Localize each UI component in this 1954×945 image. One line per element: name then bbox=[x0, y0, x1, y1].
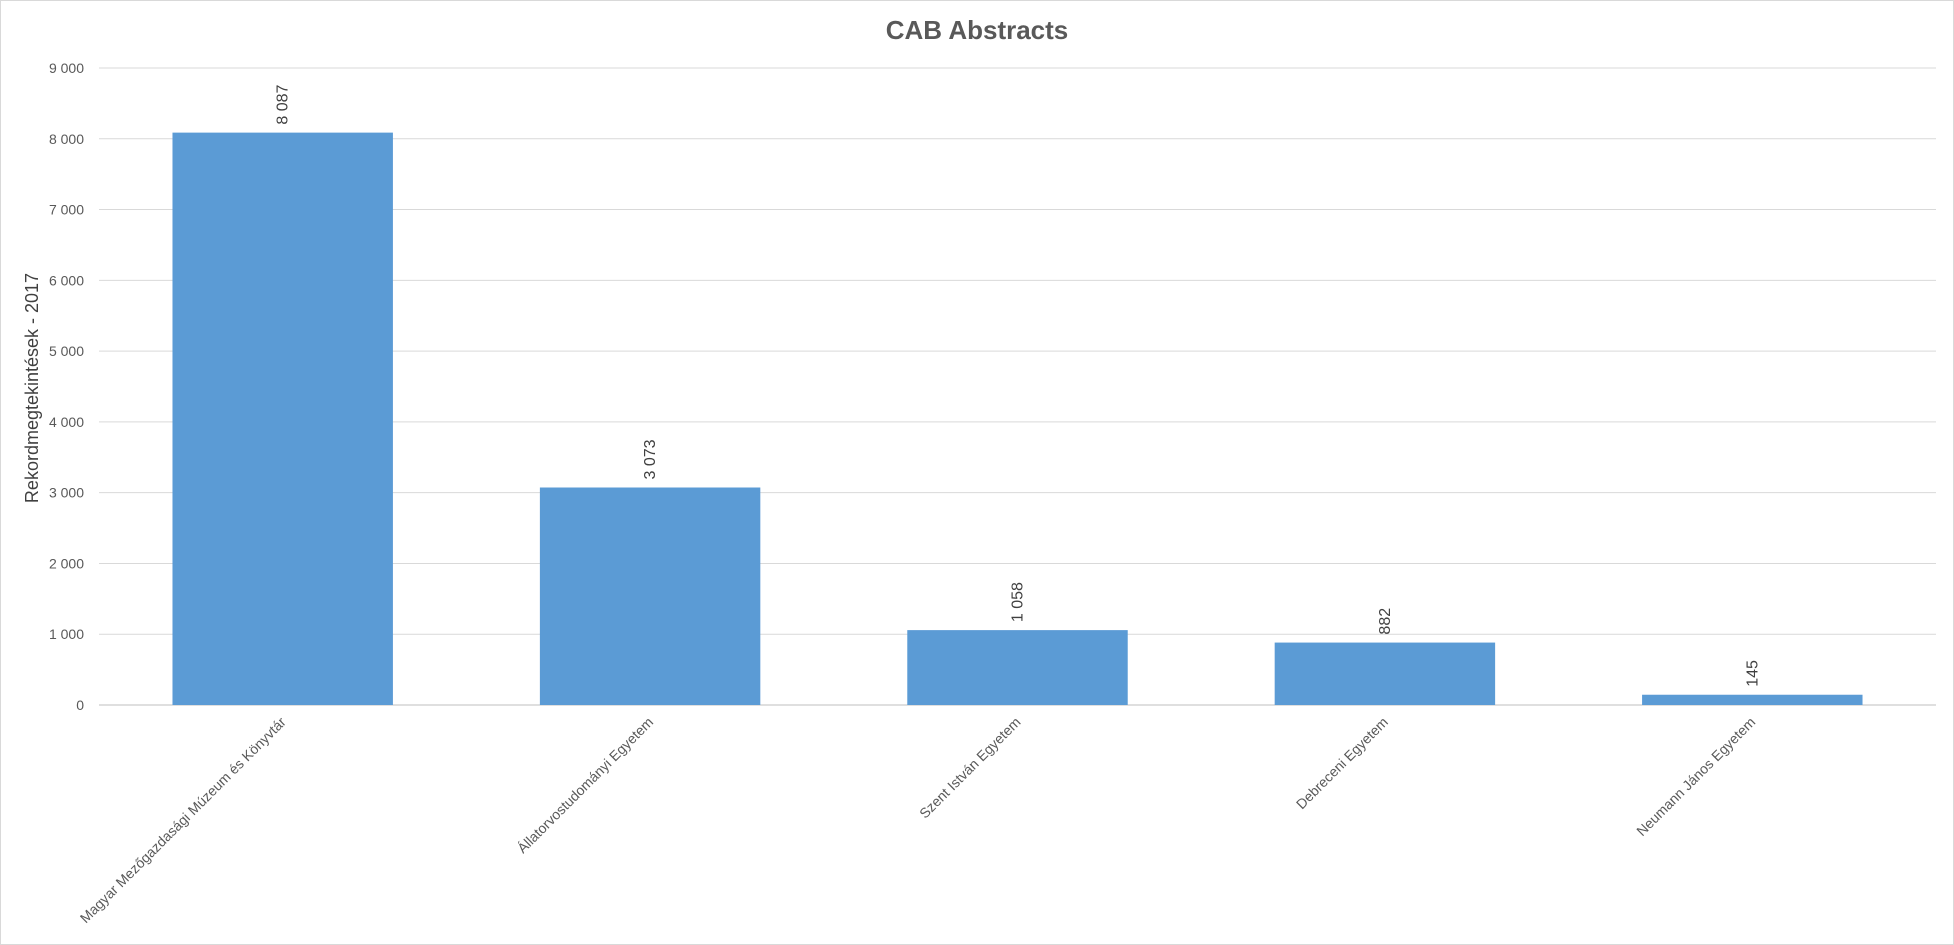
y-tick-label: 1 000 bbox=[49, 626, 84, 642]
y-tick-label: 9 000 bbox=[49, 60, 84, 76]
y-tick-label: 6 000 bbox=[49, 272, 84, 288]
x-tick-label: Magyar Mezőgazdasági Múzeum és Könyvtár bbox=[77, 714, 289, 926]
bar bbox=[907, 630, 1128, 705]
data-label: 3 073 bbox=[642, 439, 659, 479]
data-label: 145 bbox=[1744, 660, 1761, 687]
y-tick-label: 5 000 bbox=[49, 343, 84, 359]
y-axis-label: Rekordmegtekintések - 2017 bbox=[22, 273, 42, 503]
bars bbox=[172, 132, 1863, 705]
x-tick-label: Debreceni Egyetem bbox=[1293, 714, 1391, 812]
y-tick-label: 4 000 bbox=[49, 414, 84, 430]
chart-title: CAB Abstracts bbox=[886, 15, 1069, 45]
y-tick-label: 0 bbox=[76, 697, 84, 713]
x-tick-label: Állatorvostudományi Egyetem bbox=[514, 714, 656, 856]
data-label: 882 bbox=[1377, 608, 1394, 635]
bar bbox=[1642, 694, 1863, 705]
bar bbox=[1274, 642, 1496, 705]
y-tick-label: 3 000 bbox=[49, 485, 84, 501]
x-tick-label: Neumann János Egyetem bbox=[1633, 714, 1758, 839]
y-axis-ticks: 0 1 000 2 000 3 000 4 000 5 000 6 000 7 000 8 00… bbox=[49, 60, 84, 713]
x-axis-ticks: Magyar Mezőgazdasági Múzeum és Könyvtár Á… bbox=[77, 714, 1759, 926]
bar bbox=[539, 487, 761, 705]
y-tick-label: 2 000 bbox=[49, 555, 84, 571]
data-labels: 8 087 3 073 1 058 882 145 bbox=[275, 84, 1762, 686]
y-tick-label: 7 000 bbox=[49, 202, 84, 218]
data-label: 1 058 bbox=[1010, 582, 1027, 622]
data-label: 8 087 bbox=[275, 84, 292, 124]
bar bbox=[172, 132, 393, 705]
gridlines bbox=[99, 67, 1936, 706]
y-tick-label: 8 000 bbox=[49, 131, 84, 147]
x-tick-label: Szent István Egyetem bbox=[916, 714, 1024, 822]
